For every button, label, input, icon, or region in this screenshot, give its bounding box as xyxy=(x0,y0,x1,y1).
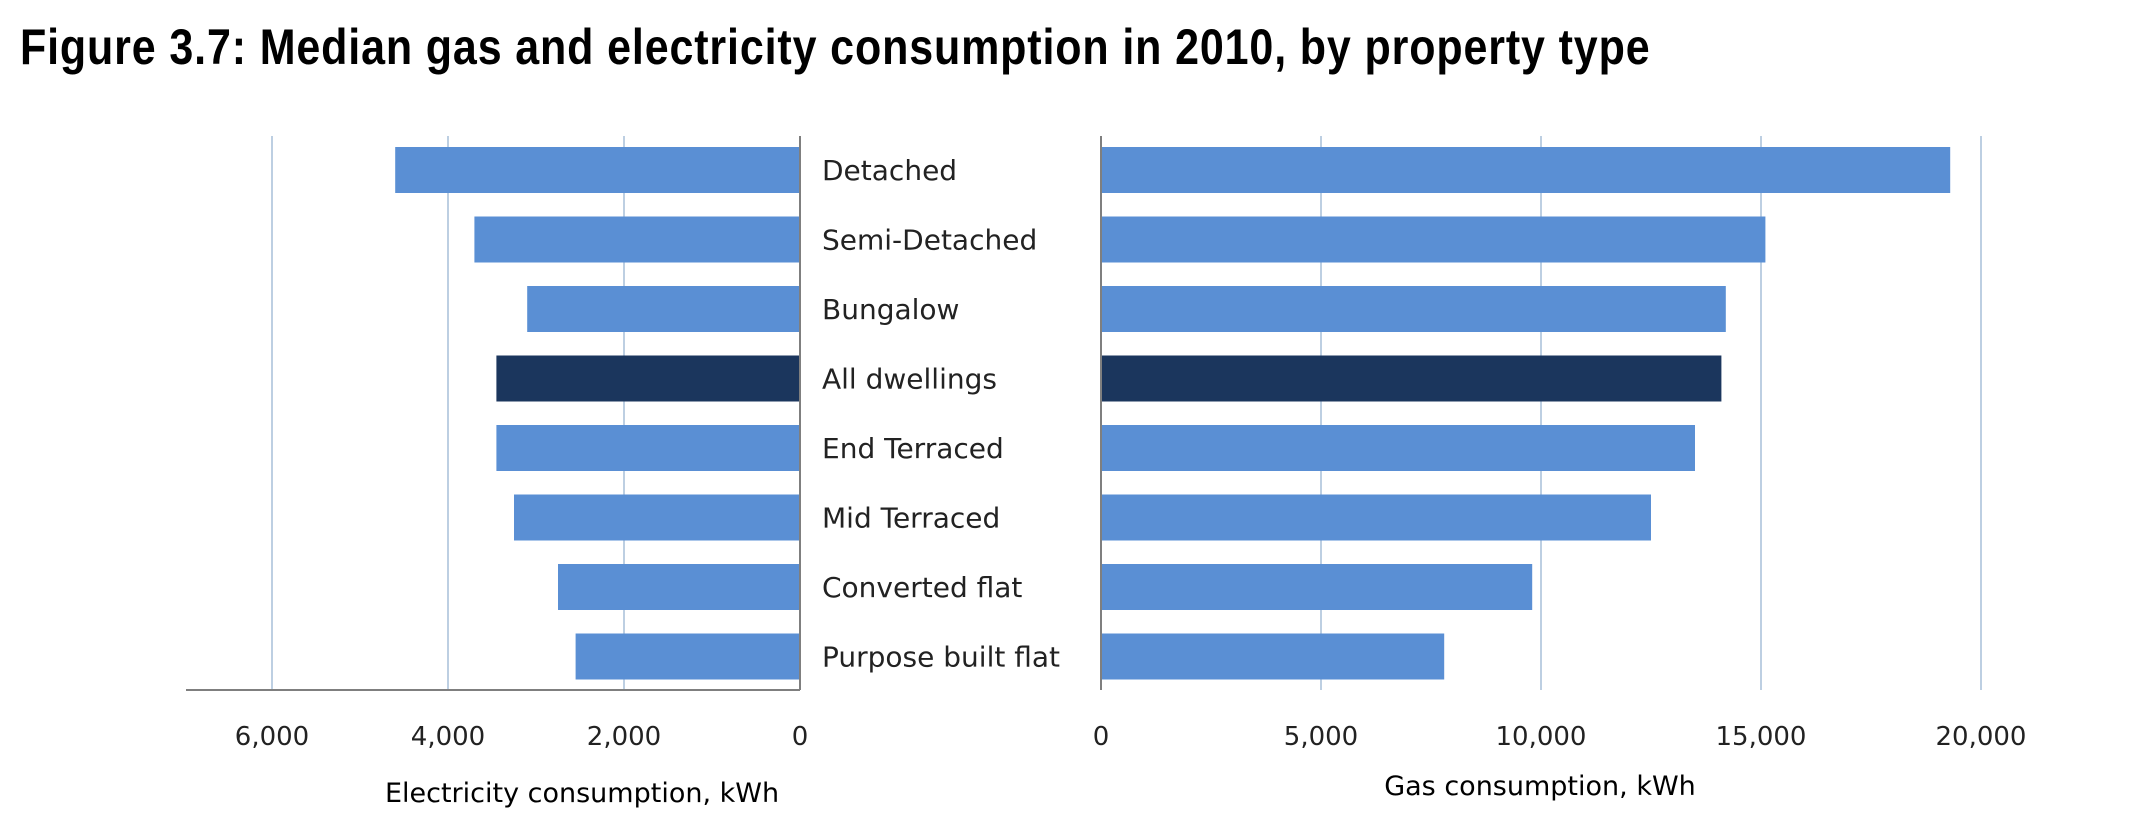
gas-bar xyxy=(1101,425,1695,471)
elec-bar xyxy=(395,147,800,193)
category-label: Semi-Detached xyxy=(822,224,1037,257)
text-layer: 6,000 4,000 2,000 0 0 5,000 10,000 15,000 20,000… xyxy=(235,154,2027,809)
category-label: Purpose built flat xyxy=(822,641,1060,674)
elec-tick-label: 2,000 xyxy=(587,722,661,752)
gas-bar xyxy=(1101,633,1445,680)
elec-bar xyxy=(474,216,800,263)
elec-bar xyxy=(496,425,800,471)
gas-bar xyxy=(1101,216,1766,263)
gas-axis-title: Gas consumption, kWh xyxy=(1384,771,1696,802)
category-label: All dwellings xyxy=(822,363,997,396)
elec-bar xyxy=(558,564,800,610)
elec-bar xyxy=(575,633,800,680)
elec-bar xyxy=(514,494,800,541)
gas-tick-label: 0 xyxy=(1093,722,1110,752)
gas-bar xyxy=(1101,494,1651,541)
gas-tick-label: 10,000 xyxy=(1496,722,1587,752)
elec-tick-label: 4,000 xyxy=(411,722,485,752)
category-label: End Terraced xyxy=(822,432,1004,465)
bar-layer xyxy=(395,147,1951,680)
gas-tick-label: 15,000 xyxy=(1716,722,1807,752)
category-label: Detached xyxy=(822,154,957,187)
gas-bar xyxy=(1101,564,1533,610)
elec-axis-title: Electricity consumption, kWh xyxy=(385,778,779,809)
elec-bar xyxy=(496,355,800,402)
elec-tick-label: 6,000 xyxy=(235,722,309,752)
gas-bar xyxy=(1101,286,1726,332)
category-label: Bungalow xyxy=(822,293,959,326)
gas-bar xyxy=(1101,147,1951,193)
category-label: Converted flat xyxy=(822,571,1022,604)
gas-tick-label: 5,000 xyxy=(1284,722,1358,752)
gas-tick-label: 20,000 xyxy=(1936,722,2027,752)
elec-tick-label: 0 xyxy=(792,722,809,752)
elec-bar xyxy=(527,286,800,332)
axis-layer xyxy=(186,136,1102,691)
gas-bar xyxy=(1101,355,1722,402)
figure-title: Figure 3.7: Median gas and electricity c… xyxy=(20,19,1651,75)
category-label: Mid Terraced xyxy=(822,502,1000,535)
